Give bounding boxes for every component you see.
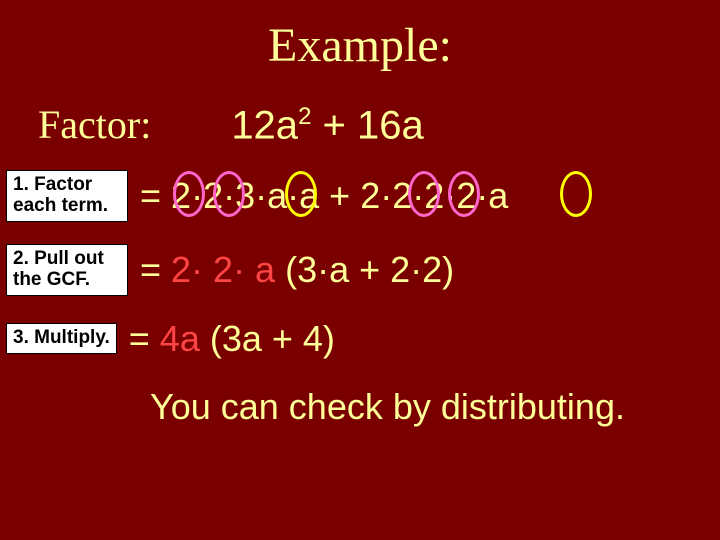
footer-text: You can check by distributing. — [0, 386, 720, 428]
circle-c6 — [560, 171, 592, 217]
problem-row: Factor: 12a2 + 16a — [0, 101, 720, 148]
step-1-expr: = 2·2·3·a·a + 2·2·2·2·a — [140, 175, 508, 217]
step-3-box: 3. Multiply. — [6, 323, 117, 354]
g-a: a — [488, 175, 508, 216]
plus: + — [319, 175, 360, 216]
plus: + — [311, 103, 357, 147]
rest: (3·a + 2·2) — [285, 249, 454, 290]
rest: (3a + 4) — [210, 318, 335, 359]
slide-title: Example: — [0, 0, 720, 73]
step-1-box-l2: each term. — [13, 196, 121, 217]
eq: = — [140, 249, 171, 290]
gcf: 4a — [160, 318, 210, 359]
step-3-row: 3. Multiply. = 4a (3a + 4) — [0, 318, 720, 360]
circle-c4 — [408, 171, 440, 217]
eq: = — [140, 175, 171, 216]
step-2-row: 2. Pull out the GCF. = 2· 2· a (3·a + 2·… — [0, 244, 720, 296]
eq: = — [129, 318, 160, 359]
step-2-expr: = 2· 2· a (3·a + 2·2) — [140, 249, 454, 291]
circle-c1 — [173, 171, 205, 217]
step-2-box: 2. Pull out the GCF. — [6, 244, 128, 296]
circle-c3 — [285, 171, 317, 217]
term1-exp: 2 — [298, 103, 311, 130]
step-1-box: 1. Factor each term. — [6, 170, 128, 222]
step-2-box-l2: the GCF. — [13, 270, 121, 291]
term2: 16a — [357, 103, 424, 147]
g-2a: 2 — [360, 175, 380, 216]
step-3-box-l1: 3. Multiply. — [13, 328, 110, 349]
problem-expression: 12a2 + 16a — [231, 103, 423, 148]
circle-c5 — [448, 171, 480, 217]
term1-coef: 12a — [231, 103, 298, 147]
gcf: 2· 2· a — [171, 249, 285, 290]
factor-label: Factor: — [38, 101, 151, 148]
circle-c2 — [213, 171, 245, 217]
step-3-expr: = 4a (3a + 4) — [129, 318, 335, 360]
step-1-box-l1: 1. Factor — [13, 175, 121, 196]
step-2-box-l1: 2. Pull out — [13, 249, 121, 270]
dot: · — [380, 175, 392, 216]
step-1-row: 1. Factor each term. = 2·2·3·a·a + 2·2·2… — [0, 170, 720, 222]
